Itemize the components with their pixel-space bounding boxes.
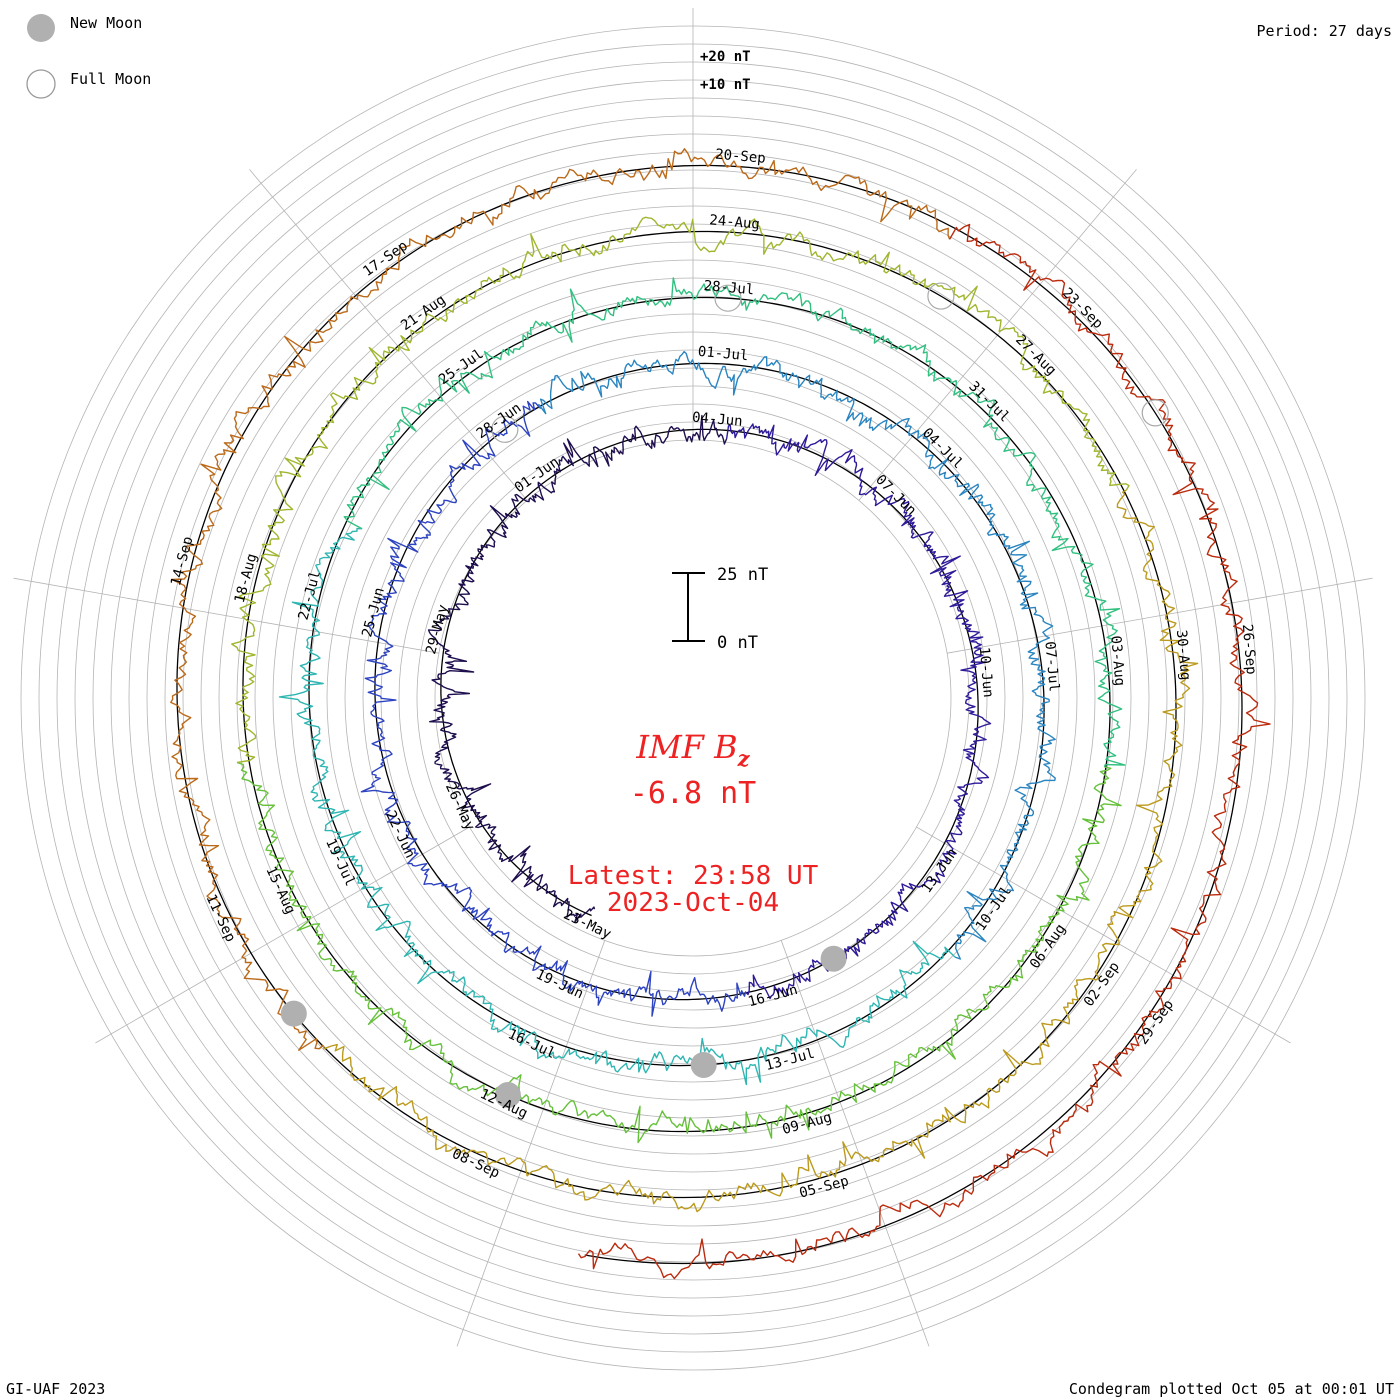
credit-label: GI-UAF 2023: [6, 1380, 106, 1398]
date-label: 07-Jun: [872, 472, 919, 519]
latest-time: Latest: 23:58 UT: [568, 861, 819, 891]
full-moon-marker: [927, 282, 955, 310]
bz-trace-segment: [538, 350, 1056, 960]
ring-label-20nT: +20 nT: [700, 49, 751, 65]
grid-spoke: [780, 940, 930, 1347]
date-label: 03-Aug: [1107, 635, 1127, 687]
grid-spoke: [13, 577, 439, 654]
current-value: -6.8 nT: [630, 776, 756, 811]
chart-title: IMF Bz: [635, 728, 750, 771]
bz-trace-segment: [427, 414, 728, 923]
grid-spoke: [249, 169, 528, 501]
bz-trace-segment: [343, 277, 1126, 768]
moon-markers: [280, 282, 1169, 1108]
date-label: 04-Jun: [691, 410, 743, 430]
date-label: 01-Jul: [697, 344, 749, 364]
new-moon-marker: [494, 1081, 521, 1108]
date-label: 23-Sep: [1059, 285, 1106, 332]
grid-spoke: [95, 826, 470, 1044]
new-moon-marker: [690, 1051, 717, 1078]
date-label: 19-Jun: [533, 966, 586, 1002]
date-label: 07-Jul: [1041, 641, 1061, 693]
bz-trace-segment: [577, 223, 1271, 1280]
bz-trace: [170, 148, 1271, 1280]
legend-full-moon: Full Moon: [70, 70, 151, 88]
baseline-spiral: [176, 164, 1243, 1265]
bz-trace-segment: [322, 489, 1199, 1213]
period-label: Period: 27 days: [1256, 22, 1392, 40]
date-label: 24-Aug: [709, 212, 761, 232]
scale-label-top: 25 nT: [717, 565, 768, 585]
bz-trace-segment: [231, 216, 1130, 764]
bz-trace-segment: [278, 527, 956, 1086]
bz-trace-segment: [236, 761, 1122, 1144]
bz-trace-segment: [726, 423, 992, 1000]
date-label: 16-Jul: [505, 1026, 558, 1062]
date-label: 31-Jul: [965, 378, 1012, 425]
full-moon-marker: [491, 415, 519, 443]
scale-label-bottom: 0 nT: [717, 633, 758, 653]
latest-date: 2023-Oct-04: [607, 888, 779, 918]
legend-new-moon: New Moon: [70, 14, 142, 32]
date-label: 28-Jul: [703, 278, 755, 298]
new-moon-marker: [280, 1000, 307, 1027]
grid-ring: [326, 331, 1060, 1065]
date-labels: 23-May26-May29-May01-Jun04-Jun07-Jun10-J…: [168, 147, 1259, 1202]
grid-spoke: [947, 577, 1373, 654]
ring-label-10nT: +10 nT: [700, 77, 751, 93]
full-moon-icon: [26, 69, 56, 99]
bz-trace-segment: [360, 400, 747, 1017]
full-moon-marker: [1141, 399, 1169, 427]
grid-spoke: [916, 826, 1291, 1044]
new-moon-marker: [820, 945, 847, 972]
baseline-path: [176, 164, 1243, 1265]
scale-bar: [672, 572, 705, 642]
date-label: 19-Jul: [322, 836, 358, 889]
date-label: 10-Jun: [976, 647, 996, 699]
date-label: 30-Aug: [1173, 629, 1193, 681]
new-moon-icon: [27, 14, 55, 42]
full-moon-marker: [714, 284, 742, 312]
date-label: 20-Sep: [715, 147, 767, 167]
plotted-label: Condegram plotted Oct 05 at 00:01 UT: [1068, 1380, 1394, 1398]
grid-rings: [13, 8, 1373, 1371]
date-label: 26-Sep: [1239, 624, 1259, 676]
bz-trace-segment: [170, 148, 951, 1051]
grid-spoke: [456, 940, 606, 1347]
